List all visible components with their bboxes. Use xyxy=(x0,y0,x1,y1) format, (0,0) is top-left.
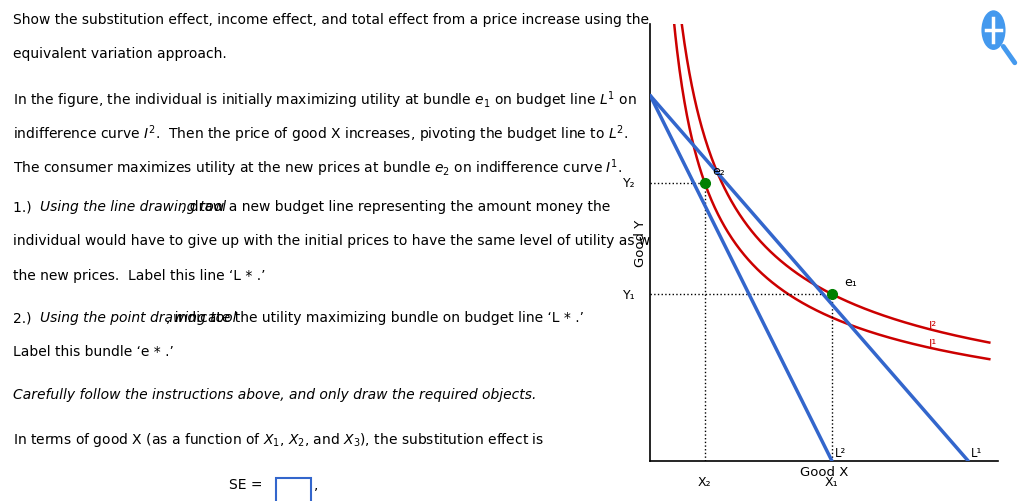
Text: Using the point drawing tool: Using the point drawing tool xyxy=(40,311,237,325)
Text: Label this bundle ‘e * .’: Label this bundle ‘e * .’ xyxy=(12,345,174,359)
Text: X₁: X₁ xyxy=(825,475,839,488)
Text: equivalent variation approach.: equivalent variation approach. xyxy=(12,47,226,61)
Text: individual would have to give up with the initial prices to have the same level : individual would have to give up with th… xyxy=(12,234,668,248)
Y-axis label: Good Y: Good Y xyxy=(635,219,647,267)
Text: SE =: SE = xyxy=(228,477,266,491)
Text: L²: L² xyxy=(835,446,846,459)
Text: I¹: I¹ xyxy=(929,337,937,350)
Text: 2.): 2.) xyxy=(12,311,36,325)
Text: indifference curve $I^2$.  Then the price of good X increases, pivoting the budg: indifference curve $I^2$. Then the price… xyxy=(12,123,628,145)
Text: Show the substitution effect, income effect, and total effect from a price incre: Show the substitution effect, income eff… xyxy=(12,13,648,27)
Text: L¹: L¹ xyxy=(971,446,982,459)
Text: The consumer maximizes utility at the new prices at bundle $e_2$ on indifference: The consumer maximizes utility at the ne… xyxy=(12,157,623,179)
X-axis label: Good X: Good X xyxy=(800,465,849,478)
Text: e₁: e₁ xyxy=(844,276,857,289)
Text: X₂: X₂ xyxy=(698,475,712,488)
Text: Using the line drawing tool: Using the line drawing tool xyxy=(40,200,226,214)
FancyBboxPatch shape xyxy=(276,478,311,501)
Text: Y₂: Y₂ xyxy=(623,177,635,190)
Text: 1.): 1.) xyxy=(12,200,36,214)
Text: ,: , xyxy=(314,477,318,491)
Text: the new prices.  Label this line ‘L * .’: the new prices. Label this line ‘L * .’ xyxy=(12,268,265,282)
Text: e₂: e₂ xyxy=(713,165,725,178)
Text: Carefully follow the instructions above, and only draw the required objects.: Carefully follow the instructions above,… xyxy=(12,387,537,401)
Text: Y₁: Y₁ xyxy=(623,288,635,301)
Circle shape xyxy=(980,10,1007,52)
Text: In the figure, the individual is initially maximizing utility at bundle $e_1$ on: In the figure, the individual is initial… xyxy=(12,89,637,111)
Text: , indicate the utility maximizing bundle on budget line ‘L * .’: , indicate the utility maximizing bundle… xyxy=(166,311,585,325)
Text: , draw a new budget line representing the amount money the: , draw a new budget line representing th… xyxy=(181,200,610,214)
Text: In terms of good X (as a function of $X_1$, $X_2$, and $X_3$), the substitution : In terms of good X (as a function of $X_… xyxy=(12,430,544,448)
Text: I²: I² xyxy=(929,319,937,332)
